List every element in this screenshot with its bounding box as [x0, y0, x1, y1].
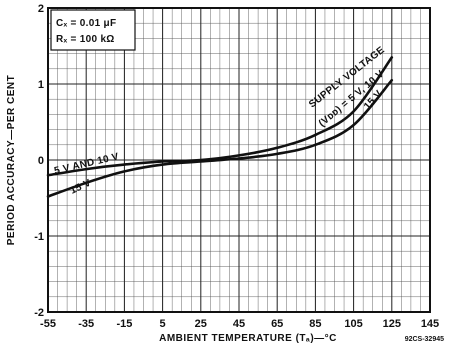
x-tick-label: -15 — [116, 318, 132, 330]
x-tick-labels: -55 -35 -15 5 25 45 65 85 105 125 145 — [40, 318, 439, 330]
x-axis-label: AMBIENT TEMPERATURE (Tₐ)—°C — [159, 333, 337, 344]
y-axis-label: PERIOD ACCURACY—PER CENT — [6, 75, 17, 246]
x-tick-label: 85 — [309, 318, 321, 330]
condition-rx: Rₓ = 100 kΩ — [56, 34, 115, 45]
y-tick-label: -2 — [34, 307, 44, 319]
x-tick-label: 45 — [233, 318, 245, 330]
x-tick-label: 5 — [160, 318, 166, 330]
y-tick-labels: 2 1 0 -1 -2 — [34, 3, 44, 319]
x-tick-label: 125 — [383, 318, 401, 330]
x-tick-label: -35 — [78, 318, 94, 330]
figure-code: 92CS-32945 — [405, 336, 444, 343]
x-tick-label: -55 — [40, 318, 56, 330]
condition-cx: Cₓ = 0.01 μF — [56, 18, 116, 29]
series-line-15v — [46, 78, 394, 198]
conditions-box — [50, 9, 136, 51]
series-layer — [46, 56, 394, 198]
annotation-15v-left: 15 V — [69, 178, 93, 197]
x-tick-label: 25 — [195, 318, 207, 330]
y-tick-label: -1 — [34, 231, 44, 243]
x-tick-label: 105 — [344, 318, 362, 330]
x-tick-label: 145 — [421, 318, 439, 330]
y-tick-label: 1 — [38, 79, 44, 91]
y-tick-label: 2 — [38, 3, 44, 15]
series-line-5v-10v — [46, 56, 394, 177]
plot-frame — [47, 7, 431, 313]
x-tick-label: 65 — [271, 318, 283, 330]
y-tick-label: 0 — [38, 155, 44, 167]
